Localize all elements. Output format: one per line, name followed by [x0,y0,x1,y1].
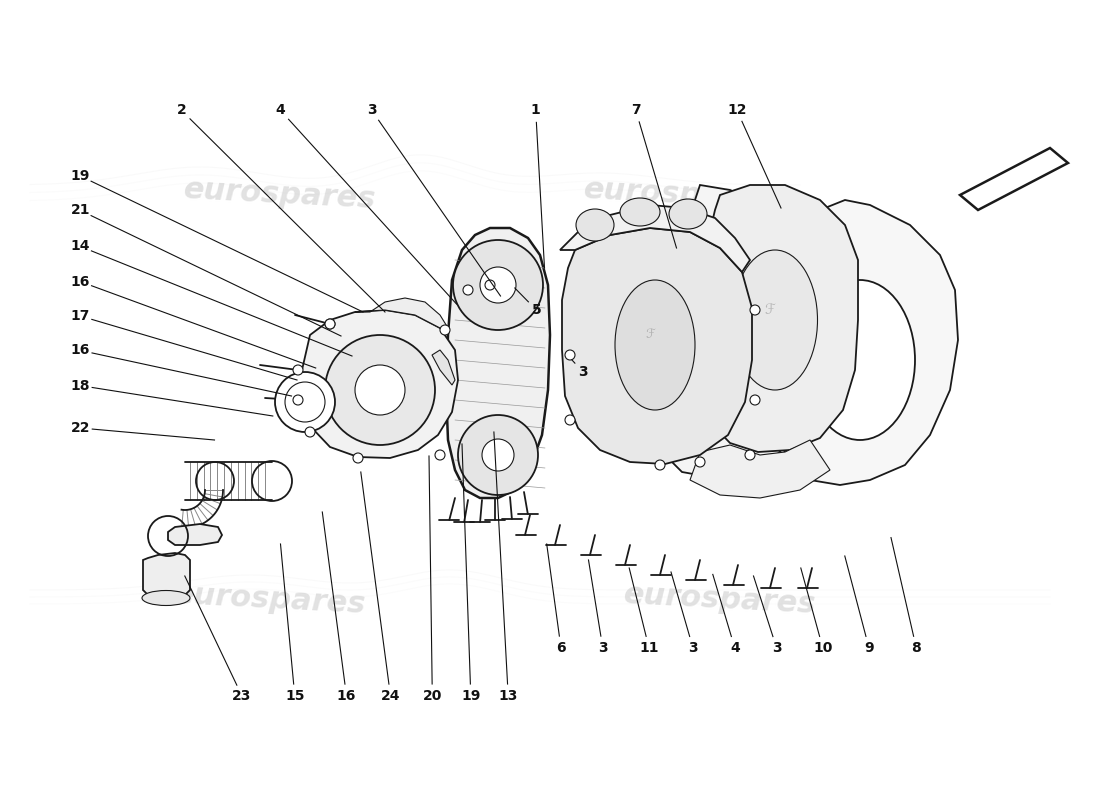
Text: 3: 3 [772,641,781,655]
Text: 16: 16 [337,689,356,703]
Polygon shape [697,185,858,452]
Polygon shape [562,228,752,464]
Polygon shape [690,440,830,498]
Circle shape [275,372,336,432]
Polygon shape [302,310,458,458]
Circle shape [695,457,705,467]
Text: 15: 15 [285,689,305,703]
Circle shape [565,350,575,360]
Circle shape [324,335,435,445]
Circle shape [324,319,336,329]
Text: eurospares: eurospares [183,175,377,214]
Ellipse shape [620,198,660,226]
Text: eurospares: eurospares [623,581,817,619]
Text: 19: 19 [70,169,90,183]
Text: 16: 16 [70,274,90,289]
Text: 22: 22 [70,421,90,435]
Polygon shape [143,553,190,598]
Polygon shape [355,298,448,328]
Text: 4: 4 [276,103,285,118]
Ellipse shape [576,209,614,241]
Text: 3: 3 [367,103,376,118]
Circle shape [353,453,363,463]
Text: 19: 19 [461,689,481,703]
Polygon shape [432,350,455,385]
Circle shape [324,319,336,329]
Text: 17: 17 [70,309,90,323]
Polygon shape [560,205,750,272]
Text: 16: 16 [70,343,90,358]
Circle shape [458,415,538,495]
Polygon shape [446,228,550,498]
Text: 9: 9 [865,641,873,655]
Text: 4: 4 [730,641,739,655]
Text: 12: 12 [727,103,747,118]
Ellipse shape [142,590,190,606]
Text: 11: 11 [639,641,659,655]
Circle shape [355,365,405,415]
Ellipse shape [805,280,915,440]
Circle shape [434,450,446,460]
Circle shape [750,305,760,315]
Circle shape [440,325,450,335]
Text: ℱ: ℱ [645,329,654,342]
Circle shape [745,450,755,460]
Text: 2: 2 [177,103,186,118]
Text: 3: 3 [598,641,607,655]
Polygon shape [780,200,958,485]
Circle shape [453,240,543,330]
Circle shape [654,460,666,470]
Text: eurospares: eurospares [173,581,367,619]
Text: 21: 21 [70,203,90,218]
Text: 7: 7 [631,103,640,118]
Circle shape [485,280,495,290]
Polygon shape [960,148,1068,210]
Circle shape [480,267,516,303]
Text: 14: 14 [70,239,90,254]
Circle shape [750,395,760,405]
Text: 3: 3 [689,641,697,655]
Text: 1: 1 [531,103,540,118]
Circle shape [482,439,514,471]
Text: 24: 24 [381,689,400,703]
Text: 18: 18 [70,378,90,393]
Circle shape [293,365,303,375]
Text: 8: 8 [912,641,921,655]
Circle shape [293,395,303,405]
Text: 20: 20 [422,689,442,703]
Circle shape [285,382,324,422]
Ellipse shape [615,280,695,410]
Text: 6: 6 [557,641,565,655]
Ellipse shape [668,270,768,420]
Ellipse shape [733,250,817,390]
Text: 10: 10 [813,641,833,655]
Text: 23: 23 [232,689,252,703]
Polygon shape [654,185,828,477]
Text: eurospares: eurospares [583,175,777,214]
Circle shape [565,415,575,425]
Text: 13: 13 [498,689,518,703]
Ellipse shape [669,199,707,229]
Text: 3: 3 [579,365,587,379]
Polygon shape [168,524,222,545]
Circle shape [305,427,315,437]
Text: ℱ: ℱ [764,303,776,317]
Circle shape [463,285,473,295]
Text: 5: 5 [532,303,541,318]
